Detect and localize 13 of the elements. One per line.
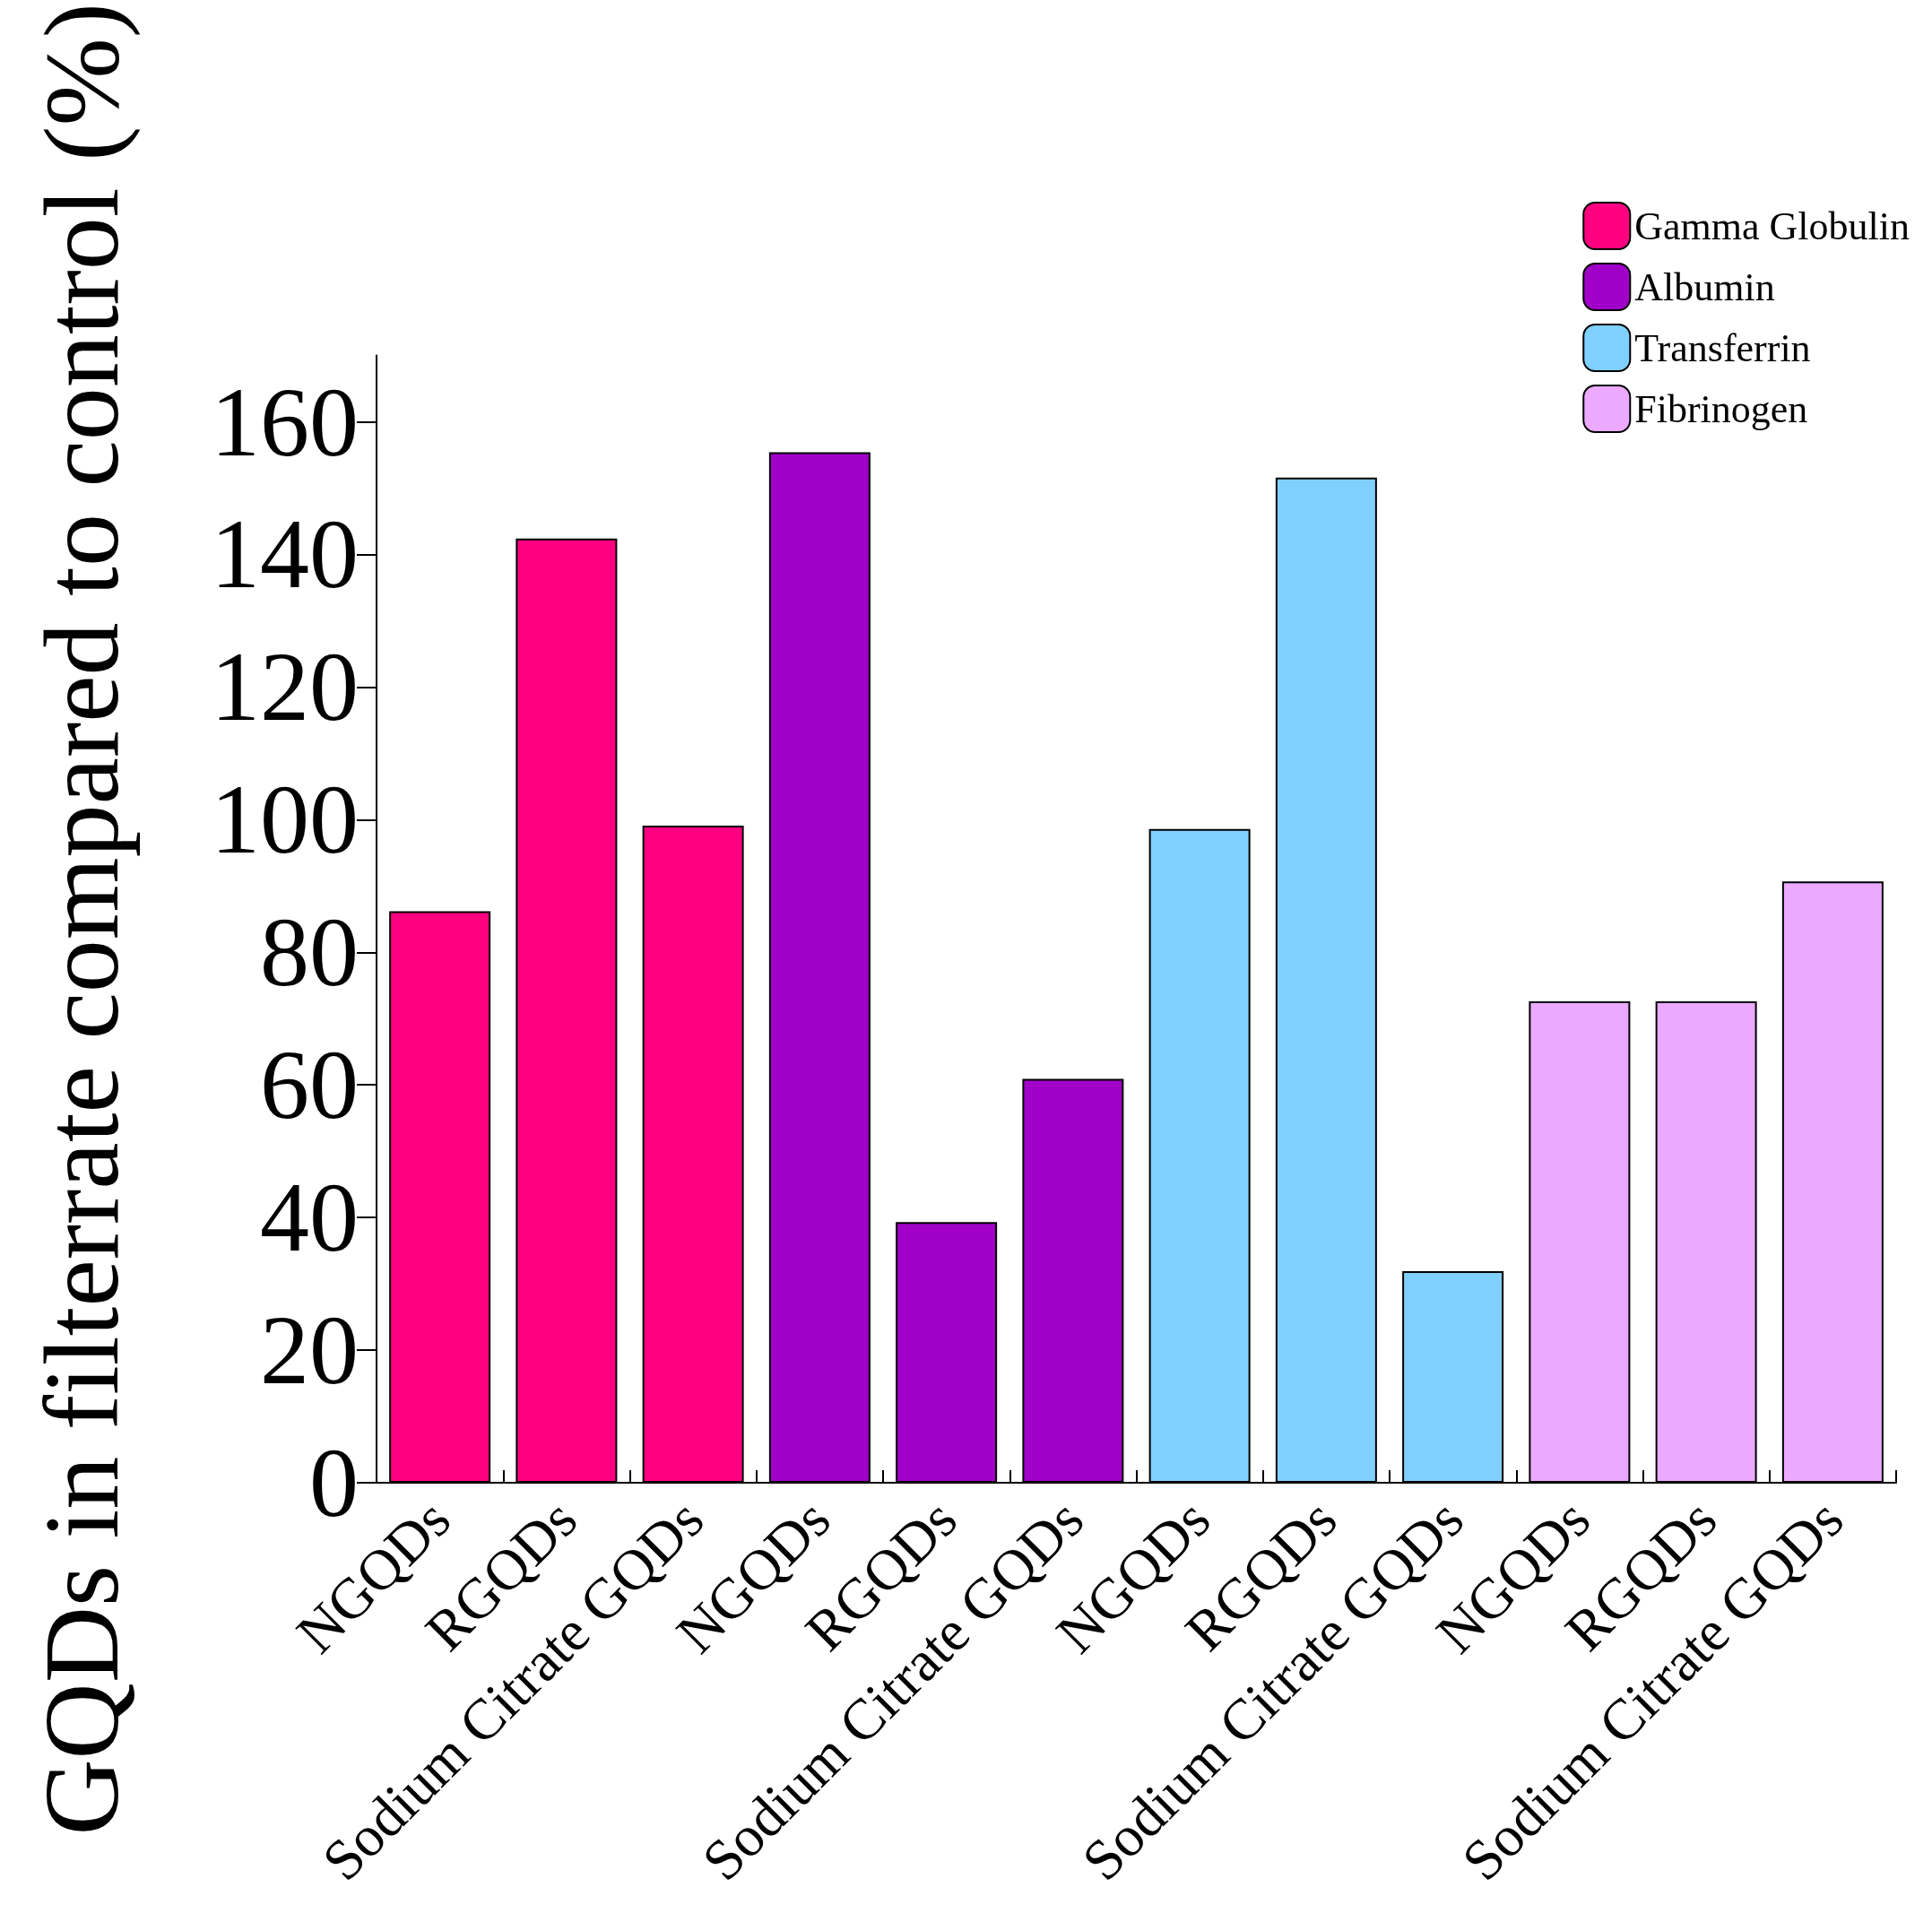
y-tick-label: 120 <box>211 632 359 742</box>
legend-label: Albumin <box>1634 264 1775 309</box>
legend-label: Transferrin <box>1634 325 1811 370</box>
y-tick-label: 80 <box>260 897 359 1008</box>
y-tick-label: 100 <box>211 765 359 875</box>
y-axis-title: GQDs in filterrate compared to control (%) <box>22 3 141 1836</box>
y-tick-label: 160 <box>211 367 359 477</box>
y-tick-label: 40 <box>260 1163 359 1273</box>
y-tick-label: 20 <box>260 1295 359 1406</box>
y-tick-label: 60 <box>260 1030 359 1140</box>
legend-label: Gamma Globulin <box>1634 203 1910 248</box>
y-tick-label: 140 <box>211 499 359 610</box>
legend-label: Fibrinogen <box>1634 386 1808 431</box>
